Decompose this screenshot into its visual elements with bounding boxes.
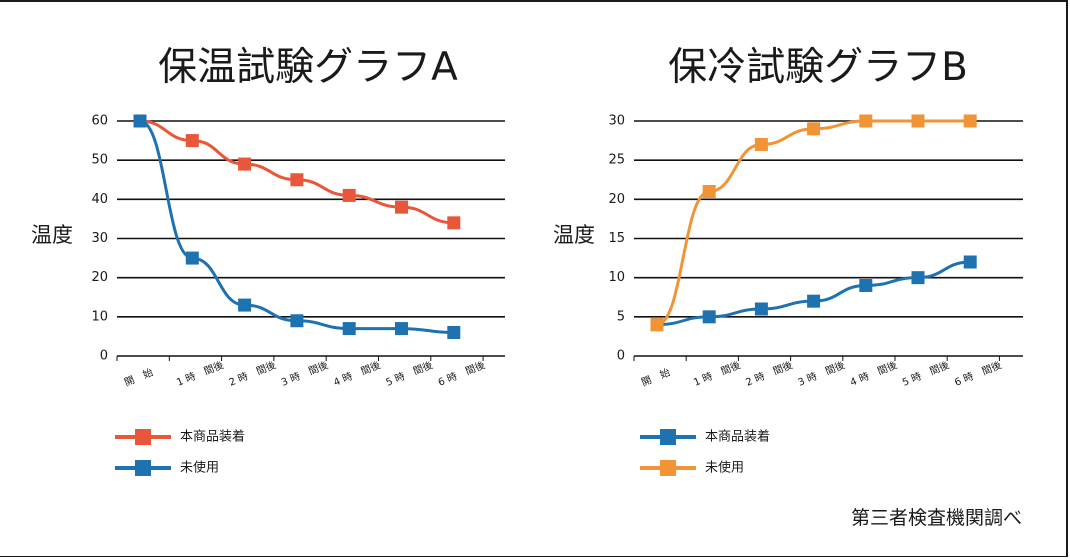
series-1 [650,114,977,332]
data-point [447,216,461,230]
data-point [342,188,356,202]
x-tick-label: 6 時 間後 [952,358,1003,389]
data-point [447,326,461,339]
y-tick-label: 40 [91,192,108,207]
data-point [963,255,977,269]
data-point [807,122,821,136]
y-tick-label: 10 [608,270,625,285]
legend-label: 未使用 [705,460,744,476]
data-point [702,185,716,198]
data-point [395,322,408,336]
series-0 [133,114,461,230]
y-tick-label: 5 [617,309,625,324]
x-tick-label: 4 時 間後 [331,358,382,389]
data-point [238,157,252,171]
legend-label: 未使用 [180,460,219,476]
data-point [133,114,147,128]
chart-title: 保温試験グラフA [158,45,458,90]
legend-entry: 本商品装着 [640,429,770,445]
data-point [702,310,716,324]
chart-b: 保冷試験グラフB 温度 0 5 10 15 20 25 30 開 始 1 時 間後 2 時 間後 3 時… [553,45,1023,476]
data-point [290,173,304,187]
y-tick-label: 30 [91,231,108,246]
chart-title: 保冷試験グラフB [668,45,968,90]
y-axis-label: 温度 [31,223,73,247]
data-point [859,114,873,128]
series-line [656,119,971,327]
series-0 [650,255,977,332]
data-point [754,138,768,151]
series-line [139,119,454,334]
data-point [754,302,768,316]
x-tick-label: 5 時 間後 [384,358,435,389]
legend-marker [135,460,151,476]
y-tick-label: 25 [608,153,625,168]
x-tick-label: 6 時 間後 [436,358,487,389]
x-tick-label: 2 時 間後 [227,358,278,389]
data-point [963,114,977,128]
data-point [238,298,252,312]
x-tick-label: 2 時 間後 [744,358,795,389]
data-point [185,134,199,148]
series-1 [133,114,461,339]
legend-marker [660,460,676,476]
x-tick-label: 1 時 間後 [175,358,226,389]
y-tick-label: 60 [91,114,108,129]
data-point [911,114,925,128]
x-tick-label: 開 始 [122,365,155,388]
y-tick-label: 10 [91,309,108,324]
data-point [650,318,664,332]
x-tick-label: 3 時 間後 [796,358,847,389]
y-tick-label: 0 [617,349,625,364]
x-tick-label: 5 時 間後 [900,358,951,389]
x-tick-label: 4 時 間後 [848,358,899,389]
x-tick-label: 3 時 間後 [279,358,330,389]
x-tick-label: 開 始 [639,365,672,388]
legend-label: 本商品装着 [705,429,770,445]
legend-entry: 未使用 [640,460,744,476]
y-tick-label: 20 [608,192,625,207]
data-point [859,279,873,292]
chart-a: 保温試験グラフA 温度 0 10 20 30 40 50 60 開 始 1 時 間後 2 時 間後 3 … [31,45,505,476]
legend-label: 本商品装着 [180,429,245,445]
data-point [342,322,356,336]
legend-entry: 本商品装着 [115,429,245,445]
x-tick-label: 1 時 間後 [691,358,742,389]
data-point [911,271,925,285]
y-axis-label: 温度 [553,223,595,247]
y-tick-label: 30 [608,114,625,129]
y-tick-label: 20 [91,270,108,285]
data-point [807,294,821,308]
y-tick-label: 50 [91,153,108,168]
legend-marker [660,429,676,445]
source-note: 第三者検査機関調べ [851,507,1022,529]
data-point [185,251,199,265]
data-point [395,200,408,214]
legend-marker [135,429,151,445]
data-point [290,314,304,328]
y-tick-label: 15 [608,231,625,246]
y-tick-label: 0 [100,349,108,364]
legend-entry: 未使用 [115,460,219,476]
